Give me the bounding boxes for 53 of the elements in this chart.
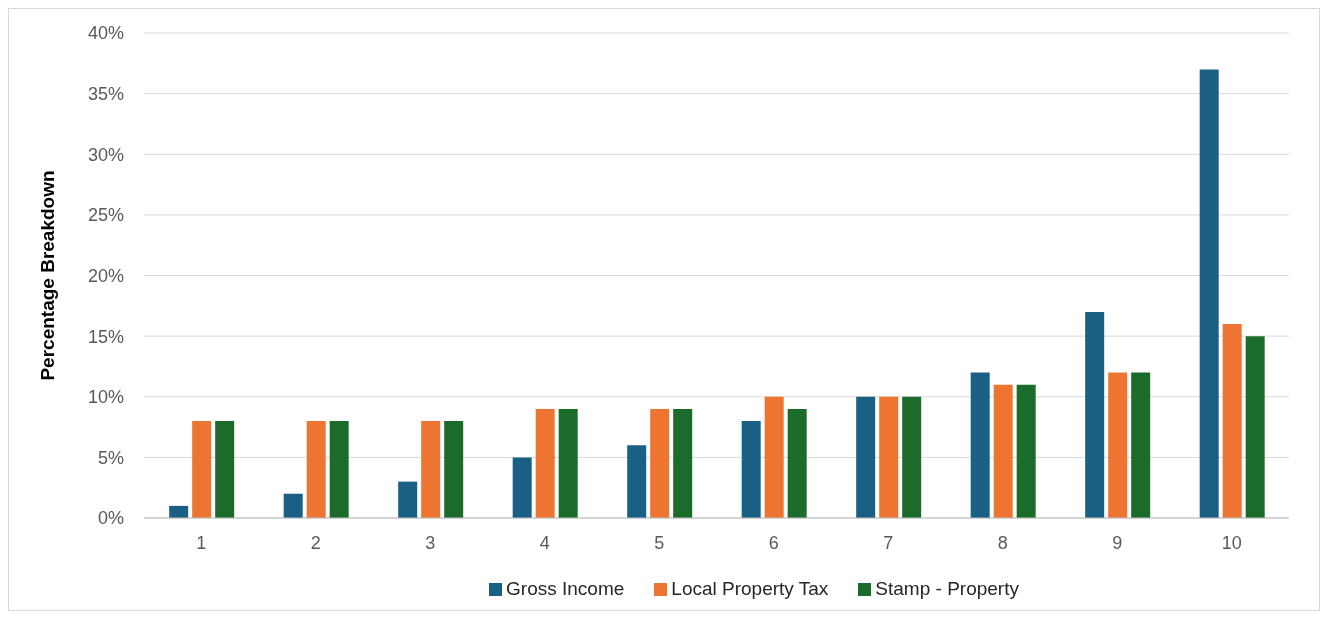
- bar: [398, 481, 418, 518]
- y-tick-label: 15%: [87, 326, 124, 347]
- bar: [902, 396, 922, 518]
- x-tick-label: 8: [997, 532, 1008, 553]
- legend-label: Gross Income: [506, 578, 625, 599]
- y-tick-label: 40%: [87, 23, 124, 44]
- x-tick-label: 1: [196, 532, 207, 553]
- bar: [627, 445, 647, 518]
- x-tick-label: 2: [310, 532, 321, 553]
- bar: [535, 408, 555, 518]
- legend-label: Local Property Tax: [671, 578, 829, 599]
- bar: [1108, 372, 1128, 518]
- legend-label: Stamp - Property: [875, 578, 1019, 599]
- bar: [1199, 69, 1219, 518]
- bar: [192, 421, 212, 518]
- bar: [306, 421, 326, 518]
- x-tick-label: 4: [539, 532, 550, 553]
- bar: [856, 396, 876, 518]
- bar: [1085, 311, 1105, 518]
- x-tick-label: 9: [1112, 532, 1123, 553]
- bar: [329, 421, 349, 518]
- bar: [879, 396, 899, 518]
- y-tick-label: 30%: [87, 144, 124, 165]
- y-tick-label: 20%: [87, 265, 124, 286]
- y-tick-label: 10%: [87, 387, 124, 408]
- bar: [169, 505, 189, 518]
- x-tick-label: 7: [883, 532, 894, 553]
- y-tick-label: 35%: [87, 84, 124, 105]
- y-tick-label: 5%: [97, 447, 124, 468]
- bar: [215, 421, 235, 518]
- bar: [787, 408, 807, 518]
- bar: [558, 408, 578, 518]
- bar: [1131, 372, 1151, 518]
- y-tick-label: 25%: [87, 205, 124, 226]
- x-tick-label: 5: [654, 532, 665, 553]
- bar: [1222, 324, 1242, 518]
- x-tick-label: 6: [768, 532, 779, 553]
- bar: [421, 421, 441, 518]
- bar: [673, 408, 693, 518]
- bar: [283, 493, 303, 518]
- x-tick-label: 10: [1221, 532, 1242, 553]
- bar: [650, 408, 670, 518]
- bar: [444, 421, 464, 518]
- bar: [970, 372, 990, 518]
- bar: [512, 457, 532, 518]
- bar: [741, 421, 761, 518]
- y-tick-label: 0%: [97, 508, 124, 529]
- y-axis-title: Percentage Breakdown: [36, 170, 58, 381]
- bar: [1245, 336, 1265, 518]
- bar: [993, 384, 1013, 518]
- bar: [1016, 384, 1036, 518]
- x-tick-label: 3: [425, 532, 436, 553]
- bar: [764, 396, 784, 518]
